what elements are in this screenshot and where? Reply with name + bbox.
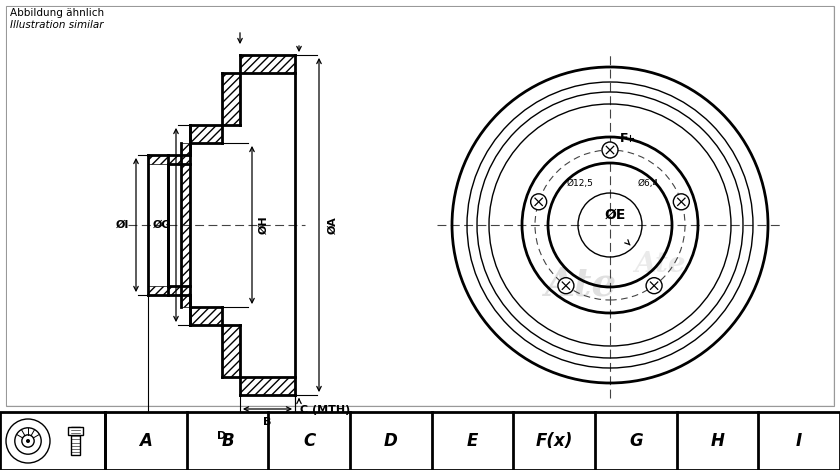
Polygon shape [168,155,190,164]
Text: C: C [303,432,315,450]
Bar [0,412,840,470]
Polygon shape [148,286,168,295]
Circle shape [602,142,618,158]
Text: A: A [139,432,152,450]
Circle shape [674,194,690,210]
Polygon shape [222,73,240,125]
Text: B: B [263,417,271,427]
Text: Abbildung ähnlich: Abbildung ähnlich [10,8,104,18]
Polygon shape [148,155,168,164]
Text: D: D [217,431,226,441]
Polygon shape [240,377,295,395]
Text: Ø12,5: Ø12,5 [566,179,593,188]
Text: D: D [384,432,397,450]
Circle shape [646,278,662,294]
Text: F: F [620,132,628,144]
Text: ØH: ØH [259,216,269,235]
Text: ØI: ØI [115,220,129,230]
Text: Illustration similar: Illustration similar [10,20,103,30]
Bar [6,6,834,406]
Polygon shape [190,125,222,143]
Text: Ate: Ate [634,251,685,279]
Polygon shape [190,307,222,325]
Text: G: G [629,432,643,450]
Text: F(x): F(x) [535,432,573,450]
Circle shape [558,278,574,294]
Bar [67,427,82,435]
Polygon shape [222,325,240,377]
Polygon shape [181,143,190,307]
FancyBboxPatch shape [71,427,80,455]
Circle shape [26,439,30,443]
Text: Ø6,4: Ø6,4 [638,179,659,188]
Text: ØA: ØA [328,216,338,234]
Text: I: I [796,432,802,450]
Bar [7,7,833,405]
Text: Ate: Ate [543,266,616,304]
Text: E: E [467,432,478,450]
Polygon shape [240,55,295,73]
Text: ØE: ØE [604,208,626,222]
Text: C (MTH): C (MTH) [300,405,350,415]
Text: ØG: ØG [153,220,171,230]
Polygon shape [168,286,190,295]
Circle shape [531,194,547,210]
Text: B: B [221,432,234,450]
Text: H: H [711,432,724,450]
